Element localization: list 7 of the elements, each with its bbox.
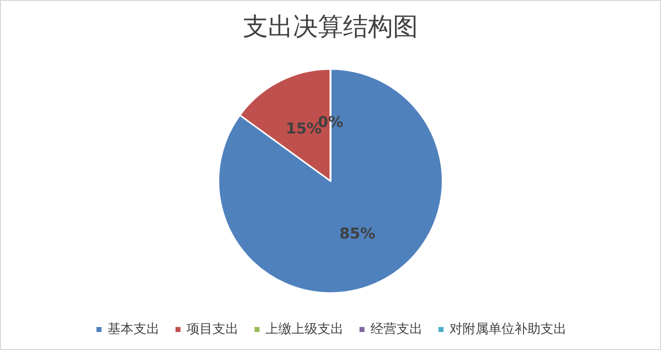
- data-label: 85%: [339, 224, 376, 243]
- legend-label: 经营支出: [370, 322, 422, 337]
- chart-title: 支出决算结构图: [243, 12, 418, 41]
- legend-label: 基本支出: [108, 322, 160, 337]
- legend-label: 上缴上级支出: [266, 322, 344, 337]
- legend-label: 项目支出: [186, 322, 238, 337]
- legend-label: 对附属单位补助支出: [450, 322, 566, 337]
